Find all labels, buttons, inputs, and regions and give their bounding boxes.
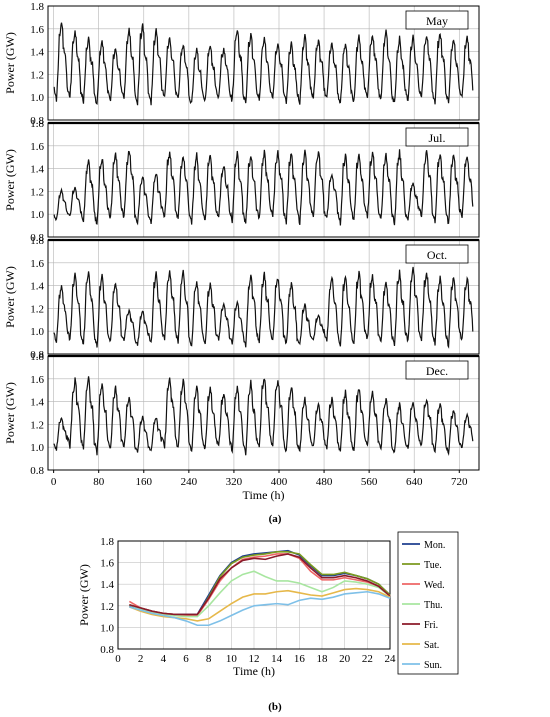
x-tick-label: 6	[183, 653, 189, 665]
y-tick-label: 0.8	[30, 349, 44, 361]
month-label: May	[426, 14, 448, 28]
y-tick-label: 0.8	[30, 115, 44, 127]
panel-dec: 0.8 1.0 1.2 1.4 1.6 1.8 Power (GW) Dec. 0 80 160 24…	[3, 351, 480, 502]
x-tick-label: 16	[294, 653, 306, 665]
series-line-thu	[129, 570, 391, 618]
x-tick-label: 160	[136, 476, 153, 488]
y-tick-label: 1.2	[30, 186, 44, 198]
x-tick-label: 320	[226, 476, 243, 488]
y-tick-label: 1.2	[30, 303, 44, 315]
legend-label: Sun.	[424, 660, 442, 671]
y-tick-label: 1.0	[100, 622, 114, 634]
month-label: Jul.	[428, 131, 445, 145]
legend-label: Thu.	[424, 600, 443, 611]
y-axis-label: Power (GW)	[3, 382, 17, 444]
y-axis-label: Power (GW)	[3, 266, 17, 328]
legend-label: Fri.	[424, 620, 438, 631]
legend-box	[397, 531, 459, 675]
series-line-fri	[129, 553, 391, 616]
legend-label: Tue.	[424, 560, 442, 571]
month-label: Dec.	[426, 364, 448, 378]
y-tick-label: 1.6	[30, 258, 44, 270]
y-tick-label: 1.4	[30, 164, 44, 176]
caption-b: (b)	[268, 701, 282, 713]
y-axis-label: Power (GW)	[3, 32, 17, 94]
y-tick-label: 1.6	[30, 141, 44, 153]
x-tick-label: 560	[361, 476, 378, 488]
legend-label: Mon.	[424, 540, 445, 551]
y-tick-label: 1.0	[30, 442, 44, 454]
x-tick-label: 400	[271, 476, 288, 488]
x-tick-label: 0	[51, 476, 57, 488]
panel-may: 0.8 1.0 1.2 1.4 1.6 1.8 Power (GW) May	[3, 1, 480, 127]
y-tick-label: 1.4	[30, 47, 44, 59]
x-tick-label: 10	[226, 653, 238, 665]
legend-label: Wed.	[424, 580, 445, 591]
x-tick-label: 4	[161, 653, 167, 665]
weekday-profile-chart: 0 2 4 6 8 10 12 14 16 18 20 22 240.81.01.21.41.61.8P…	[77, 531, 459, 678]
x-tick-label: 20	[339, 653, 351, 665]
series-line-sun	[129, 590, 391, 627]
y-tick-label: 0.8	[30, 232, 44, 244]
month-label-box	[405, 127, 469, 147]
load-series-line	[53, 266, 474, 349]
y-tick-label: 1.2	[100, 601, 114, 613]
y-tick-label: 0.8	[30, 465, 44, 477]
x-tick-label: 0	[115, 653, 121, 665]
caption-a: (a)	[269, 513, 282, 525]
y-tick-label: 1.0	[30, 326, 44, 338]
x-tick-label: 22	[362, 653, 373, 665]
y-tick-label: 1.6	[100, 558, 114, 570]
x-tick-label: 12	[249, 653, 260, 665]
y-tick-label: 1.8	[30, 351, 44, 363]
y-tick-label: 1.8	[30, 118, 44, 130]
x-axis-label: Time (h)	[233, 664, 275, 678]
y-tick-label: 1.0	[30, 92, 44, 104]
y-tick-label: 1.8	[100, 536, 114, 548]
month-label-box	[405, 244, 469, 264]
y-axis-label: Power (GW)	[3, 149, 17, 211]
y-tick-label: 1.2	[30, 69, 44, 81]
x-tick-label: 480	[316, 476, 333, 488]
panel-oct: 0.8 1.0 1.2 1.4 1.6 1.8 Power (GW) Oct.	[3, 235, 480, 361]
x-tick-label: 8	[206, 653, 212, 665]
y-tick-label: 1.8	[30, 235, 44, 247]
x-tick-label: 720	[451, 476, 468, 488]
month-label-box	[405, 10, 469, 30]
load-series-line	[53, 22, 474, 106]
load-series-line	[53, 376, 474, 456]
series-line-wed	[128, 553, 391, 617]
y-axis-label: Power (GW)	[77, 564, 91, 626]
panel-jul: 0.8 1.0 1.2 1.4 1.6 1.8 Power (GW) Jul.	[3, 118, 480, 244]
x-tick-label: 14	[271, 653, 283, 665]
y-tick-label: 1.6	[30, 24, 44, 36]
month-label-box	[405, 360, 469, 380]
y-tick-label: 1.2	[30, 419, 44, 431]
y-tick-label: 0.8	[100, 644, 114, 656]
y-tick-label: 1.0	[30, 209, 44, 221]
load-series-line	[53, 149, 474, 226]
x-axis-label: Time (h)	[243, 488, 285, 502]
x-tick-label: 640	[406, 476, 423, 488]
x-tick-label: 2	[138, 653, 144, 665]
x-tick-label: 80	[93, 476, 105, 488]
month-label: Oct.	[427, 248, 447, 262]
y-tick-label: 1.4	[30, 281, 44, 293]
x-tick-label: 240	[181, 476, 198, 488]
panel-frame	[47, 5, 480, 121]
y-tick-label: 1.4	[30, 397, 44, 409]
legend-label: Sat.	[424, 640, 439, 651]
y-tick-label: 1.4	[100, 579, 114, 591]
x-tick-label: 24	[385, 653, 397, 665]
y-tick-label: 1.8	[30, 1, 44, 13]
monthly-load-panels: 0.8 1.0 1.2 1.4 1.6 1.8 Power (GW) May 0.8 1.0 1.2…	[3, 1, 480, 502]
x-tick-label: 18	[317, 653, 329, 665]
y-tick-label: 1.6	[30, 374, 44, 386]
